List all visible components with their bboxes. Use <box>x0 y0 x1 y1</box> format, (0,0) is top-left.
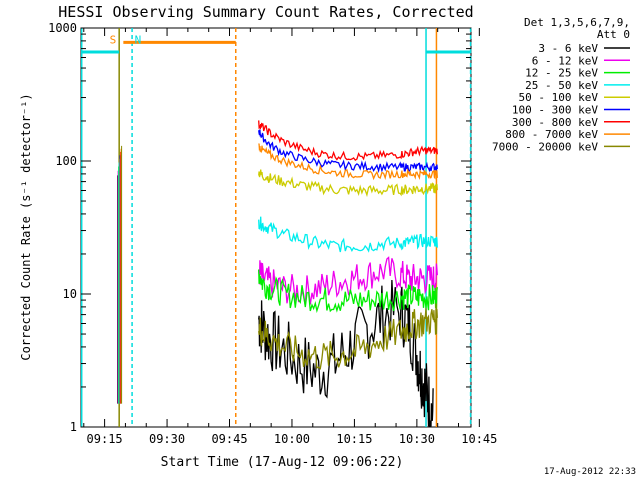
y-tick-label-1: 10 <box>63 287 77 301</box>
x-tick-label-3: 10:00 <box>274 432 310 446</box>
legend-label-1: 6 - 12 keV <box>532 54 599 67</box>
x-tick-label-6: 10:45 <box>461 432 497 446</box>
series-line-3 <box>258 216 438 253</box>
legend-label-7: 800 - 7000 keV <box>505 128 598 141</box>
legend-label-5: 100 - 300 keV <box>512 104 598 117</box>
x-tick-label-2: 09:45 <box>211 432 247 446</box>
x-axis: 09:15 09:30 09:45 10:00 10:15 10:30 10:45 <box>83 28 497 446</box>
x-tick-label-0: 09:15 <box>87 432 123 446</box>
flag-label-1: N <box>135 33 142 46</box>
y-tick-label-3: 1000 <box>48 21 77 35</box>
flag-label-0: S <box>110 33 117 46</box>
y-tick-label-0: 1 <box>70 420 77 434</box>
series-line-7 <box>258 143 438 181</box>
y-axis-label: Corrected Count Rate (s⁻¹ detector⁻¹) <box>19 93 33 360</box>
x-tick-label-4: 10:15 <box>336 432 372 446</box>
legend-label-4: 50 - 100 keV <box>519 91 599 104</box>
x-tick-label-5: 10:30 <box>399 432 435 446</box>
series-line-6 <box>258 120 438 161</box>
y-axis: 1 10 100 1000 <box>48 21 471 434</box>
series-group <box>258 120 438 428</box>
legend-label-3: 25 - 50 keV <box>525 79 598 92</box>
series-line-4 <box>258 169 438 198</box>
series-line-5 <box>258 129 438 174</box>
chart-title: HESSI Observing Summary Count Rates, Cor… <box>58 3 473 21</box>
footer-timestamp: 17-Aug-2012 22:33 <box>544 467 636 477</box>
legend-label-6: 300 - 800 keV <box>512 116 598 129</box>
series-line-8 <box>258 303 438 370</box>
x-axis-label: Start Time (17-Aug-12 09:06:22) <box>161 455 404 470</box>
series-line-2 <box>258 269 438 314</box>
legend-label-0: 3 - 6 keV <box>538 42 598 55</box>
legend-header-line-1: Det 1,3,5,6,7,9, <box>524 16 630 29</box>
x-tick-label-1: 09:30 <box>149 432 185 446</box>
legend-label-8: 7000 - 20000 keV <box>492 140 598 153</box>
legend-header-line-2: Att 0 <box>597 28 630 41</box>
y-tick-label-2: 100 <box>55 154 77 168</box>
legend-label-2: 12 - 25 keV <box>525 67 598 80</box>
